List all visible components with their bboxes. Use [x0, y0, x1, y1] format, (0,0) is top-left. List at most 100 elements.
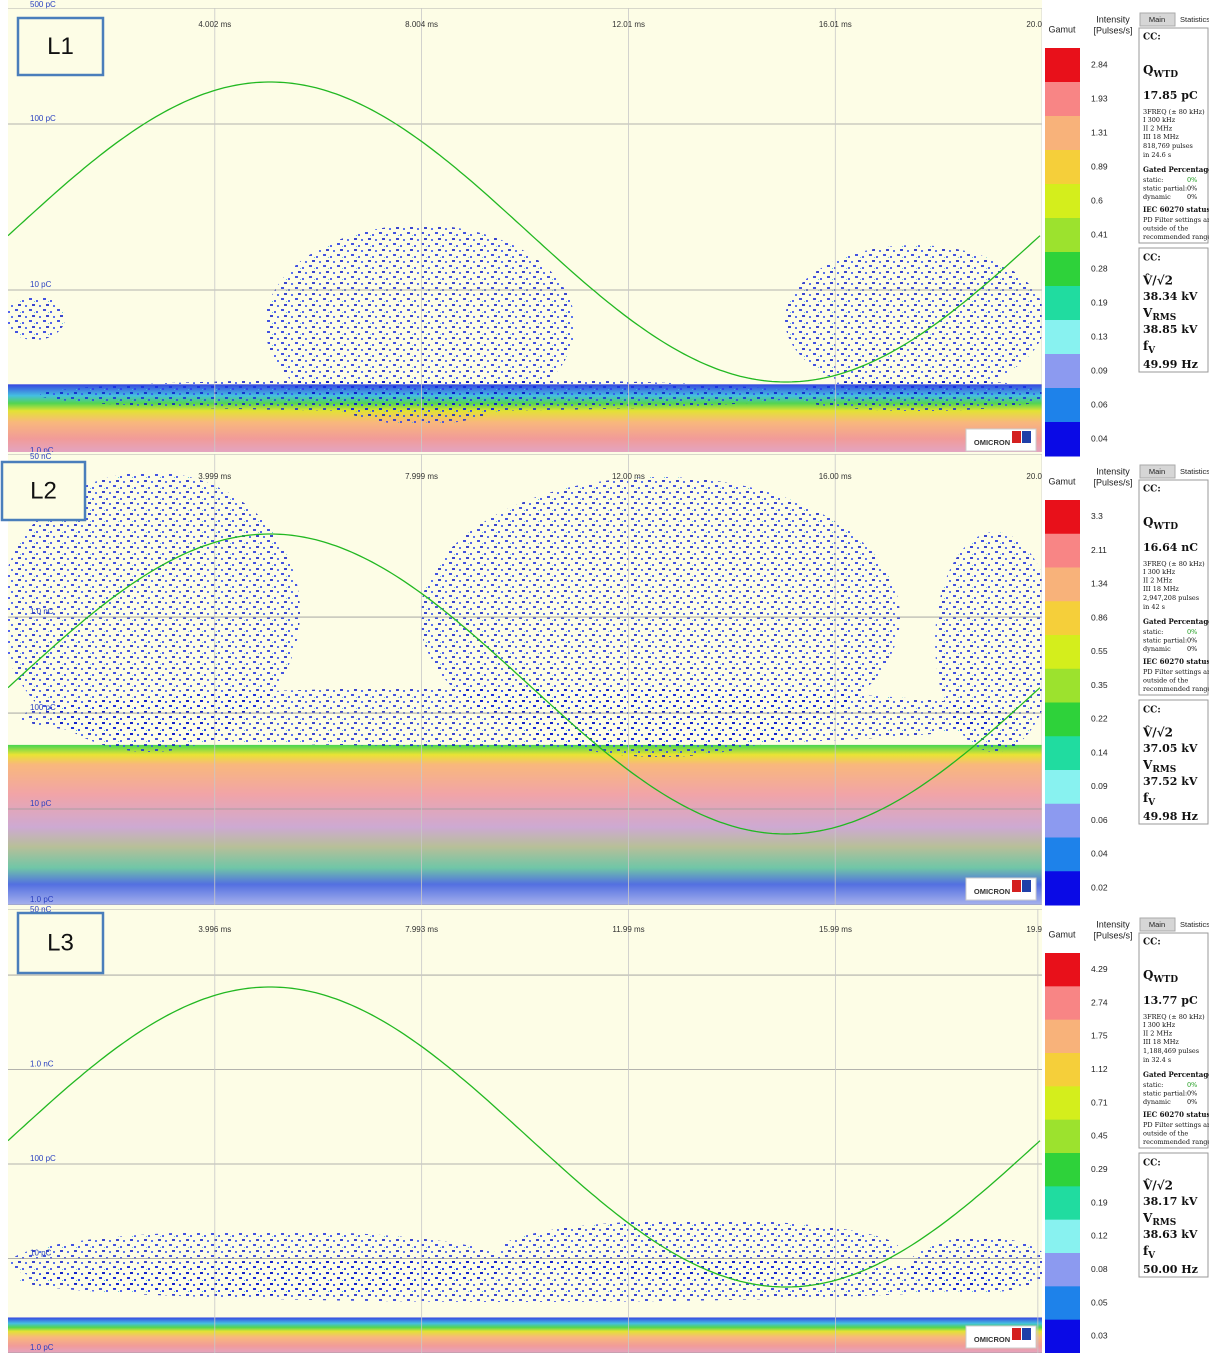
x-tick-label: 11.99 ms [612, 925, 644, 934]
tab-label: Statistics [1180, 467, 1209, 476]
noise-band [8, 744, 1042, 905]
info-text: 0% [1187, 645, 1197, 653]
quantity-subscript: V [1147, 798, 1156, 808]
phase-resolved-panel: 500 pC 100 pC 10 pC 1.0 pC 4.002 ms 8.004 ms 1… [8, 0, 1209, 457]
gamut-value: 3.3 [1091, 511, 1103, 521]
gamut-value: 1.12 [1091, 1064, 1108, 1074]
info-text: recommended range. [1143, 1138, 1209, 1146]
info-box [1138, 932, 1209, 1149]
info-text: III 18 MHz [1143, 585, 1179, 593]
quantity-symbol: fV [1143, 339, 1156, 356]
charge-value: 13.77 pC [1143, 994, 1198, 1007]
info-text: in 42 s [1143, 603, 1165, 611]
gamut-swatch [1045, 500, 1080, 535]
gamut-swatch [1045, 871, 1080, 906]
gamut-value: 0.04 [1091, 433, 1108, 443]
gamut-title: Gamut [1048, 24, 1076, 34]
info-text: 0% [1187, 1081, 1197, 1089]
pulse-cloud [40, 379, 800, 411]
info-text: static: [1143, 1081, 1163, 1089]
info-box [1138, 27, 1209, 244]
info-text: IEC 60270 status [1143, 1110, 1209, 1119]
info-text: 0% [1187, 176, 1197, 184]
gamut-swatch [1045, 184, 1080, 219]
quantity-main: f [1143, 1244, 1149, 1258]
quantity-main: V [1142, 306, 1153, 320]
y-tick-label: 500 pC [30, 0, 56, 9]
pulse-cloud [785, 245, 1042, 395]
tab-label: Statistics [1180, 15, 1209, 24]
info-text: I 300 kHz [1143, 116, 1176, 124]
info-text: outside of the [1143, 225, 1188, 233]
info-text: PD Filter settings are [1143, 216, 1209, 224]
gamut-swatch [1045, 150, 1080, 185]
phase-label-box [0, 460, 87, 522]
info-text: CC: [1143, 938, 1161, 948]
x-tick-label: 20.0 [1026, 20, 1042, 29]
y-tick-label: 100 pC [30, 114, 56, 123]
quantity-main: Q [1143, 515, 1153, 529]
info-text: V̂/√2 [1142, 724, 1173, 739]
pulse-cloud [265, 225, 575, 425]
quantity-subscript: WTD [1152, 975, 1178, 985]
info-text: III 18 MHz [1143, 1038, 1179, 1046]
gamut-swatch [1045, 837, 1080, 872]
gamut-value: 0.12 [1091, 1231, 1108, 1241]
x-tick-label: 20.0 [1026, 472, 1042, 481]
gamut-swatch [1045, 218, 1080, 253]
info-text: 0% [1187, 193, 1197, 201]
gamut-value: 2.74 [1091, 997, 1108, 1007]
info-text: 2,947,208 pulses [1143, 594, 1199, 602]
info-text: II 2 MHz [1143, 1030, 1173, 1038]
x-tick-label: 7.993 ms [405, 925, 438, 934]
tab [1139, 464, 1176, 479]
gamut-swatch [1045, 1053, 1080, 1087]
info-text: CC: [1143, 33, 1161, 43]
info-text: dynamic [1143, 645, 1171, 653]
y-tick-label: 50 nC [30, 905, 52, 914]
info-text: I 300 kHz [1143, 568, 1176, 576]
gamut-swatch [1045, 736, 1080, 771]
gamut-swatch [1045, 635, 1080, 670]
gamut-value: 0.45 [1091, 1131, 1108, 1141]
charge-value: 16.64 nC [1143, 541, 1198, 554]
info-text: V̂/√2 [1142, 1177, 1173, 1192]
gamut-swatch [1045, 1019, 1080, 1054]
gamut-value: 0.03 [1091, 1331, 1108, 1341]
gamut-value: 0.6 [1091, 195, 1103, 205]
quantity-main: Q [1143, 63, 1153, 77]
quantity-symbol: QWTD [1143, 63, 1178, 80]
phase-label-box [16, 911, 105, 975]
x-tick-label: 4.002 ms [198, 20, 231, 29]
logo-mark [1012, 1328, 1021, 1340]
gamut-value: 0.08 [1091, 1264, 1108, 1274]
gamut-swatch [1045, 770, 1080, 805]
voltage-value: 37.05 kV [1143, 742, 1198, 755]
phase-label: L2 [30, 477, 57, 504]
gamut-value: 0.29 [1091, 1164, 1108, 1174]
gamut-value: 0.04 [1091, 849, 1108, 859]
info-text: static partial: [1143, 637, 1187, 645]
voltage-value: 38.85 kV [1143, 323, 1198, 336]
info-text: recommended range. [1143, 233, 1209, 241]
y-tick-label: 50 nC [30, 452, 52, 461]
logo-text: OMICRON [974, 887, 1010, 896]
phase-label-box [16, 16, 105, 77]
info-text: 0% [1187, 1098, 1197, 1106]
info-text: I 300 kHz [1143, 1021, 1176, 1029]
gamut-value: 4.29 [1091, 964, 1108, 974]
quantity-main: V [1142, 1211, 1153, 1225]
info-box [1138, 247, 1209, 373]
quantity-subscript: RMS [1152, 1218, 1176, 1228]
gamut-swatch [1045, 1119, 1080, 1154]
quantity-symbol: VRMS [1142, 758, 1176, 775]
intensity-label: [Pulses/s] [1093, 930, 1132, 940]
gamut-swatch [1045, 601, 1080, 636]
x-tick-label: 16.00 ms [819, 472, 852, 481]
tab-label: Main [1149, 467, 1165, 476]
gamut-swatch [1045, 422, 1080, 457]
info-text: CC: [1143, 1159, 1161, 1169]
logo-mark [1012, 880, 1021, 892]
pulse-cloud [8, 472, 300, 752]
phase-label: L1 [47, 33, 74, 60]
